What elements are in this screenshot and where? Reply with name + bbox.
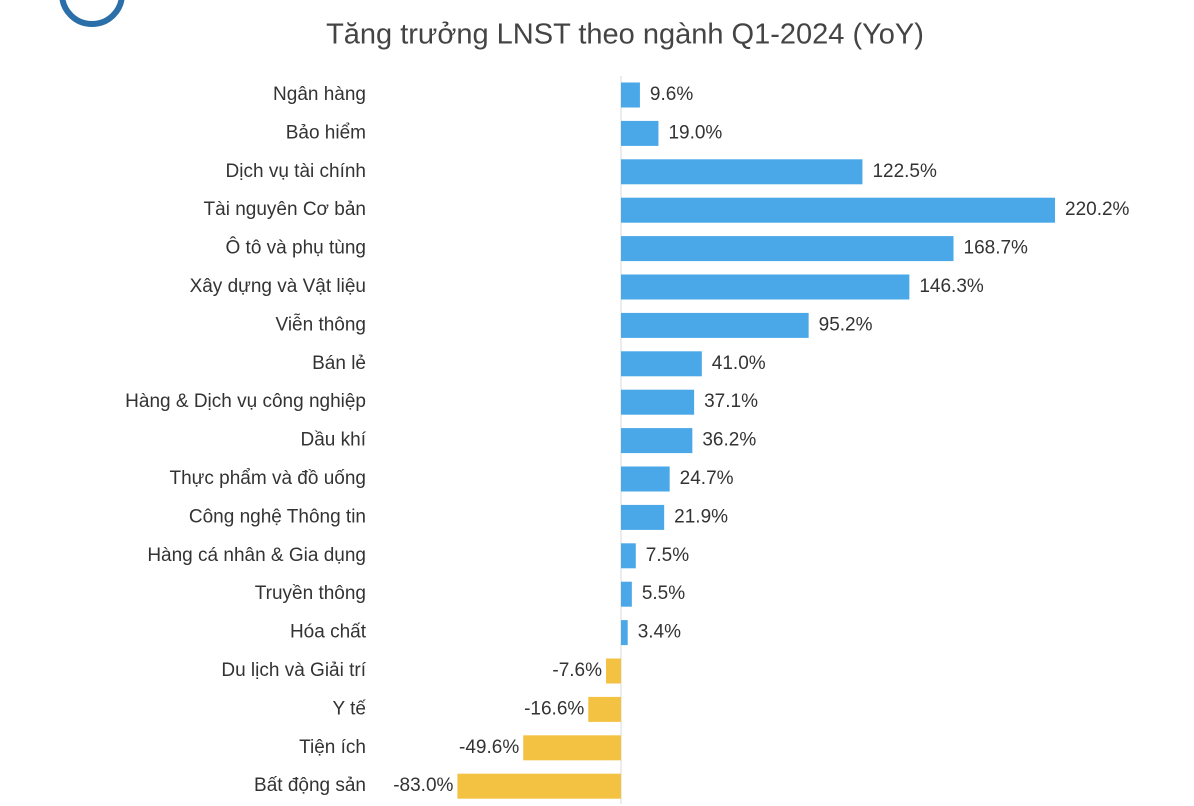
bar (606, 658, 621, 684)
category-label: Dầu khí (301, 430, 367, 451)
value-label: 122.5% (872, 161, 937, 182)
value-label: 37.1% (704, 391, 758, 412)
category-label: Ô tô và phụ tùng (226, 237, 367, 259)
category-label: Truyền thông (255, 583, 366, 604)
bar (457, 773, 621, 799)
category-label: Bảo hiểm (286, 122, 366, 143)
category-label: Bán lẻ (312, 353, 366, 374)
category-label: Dịch vụ tài chính (226, 161, 366, 182)
bar (588, 696, 621, 722)
bar (621, 82, 640, 108)
category-label: Viễn thông (275, 313, 366, 335)
bar (621, 428, 693, 454)
category-label: Tài nguyên Cơ bản (204, 199, 366, 220)
bar (621, 312, 809, 338)
value-label: 220.2% (1065, 199, 1130, 220)
value-label: 36.2% (702, 430, 756, 451)
bar (621, 120, 659, 146)
category-label: Thực phẩm và đồ uống (169, 468, 366, 489)
category-label: Tiện ích (299, 737, 366, 758)
value-label: -16.6% (524, 698, 584, 719)
value-label: -7.6% (552, 660, 602, 681)
chart-title: Tăng trưởng LNST theo ngành Q1-2024 (YoY… (326, 19, 924, 51)
value-label: -83.0% (393, 775, 453, 796)
bar (621, 236, 954, 262)
category-label: Hóa chất (290, 622, 367, 643)
logo (59, 0, 125, 27)
bar (621, 197, 1056, 223)
bar (621, 389, 695, 415)
value-label: 7.5% (646, 545, 689, 566)
bar (621, 504, 665, 530)
bar (621, 581, 632, 607)
bar (621, 620, 628, 646)
category-label: Hàng & Dịch vụ công nghiệp (125, 391, 366, 412)
category-label: Hàng cá nhân & Gia dụng (147, 545, 366, 566)
value-label: 95.2% (819, 314, 873, 335)
category-label: Xây dựng và Vật liệu (190, 276, 366, 297)
bar (523, 735, 621, 761)
value-label: 146.3% (919, 276, 984, 297)
bar (621, 466, 670, 492)
category-label: Ngân hàng (273, 84, 366, 105)
value-label: 168.7% (964, 238, 1029, 259)
category-label: Du lịch và Giải trí (221, 660, 366, 681)
value-label: 21.9% (674, 506, 728, 527)
value-label: 9.6% (650, 84, 693, 105)
category-label: Y tế (333, 698, 367, 719)
value-label: 41.0% (712, 353, 766, 374)
value-label: 3.4% (638, 622, 681, 643)
bar (621, 159, 863, 185)
category-label: Bất động sản (254, 775, 366, 796)
value-label: 24.7% (680, 468, 734, 489)
category-label: Công nghệ Thông tin (189, 506, 366, 527)
value-label: 5.5% (642, 583, 685, 604)
bar (621, 543, 636, 569)
value-label: 19.0% (668, 122, 722, 143)
bar (621, 351, 702, 377)
bar (621, 274, 910, 300)
value-label: -49.6% (459, 737, 519, 758)
